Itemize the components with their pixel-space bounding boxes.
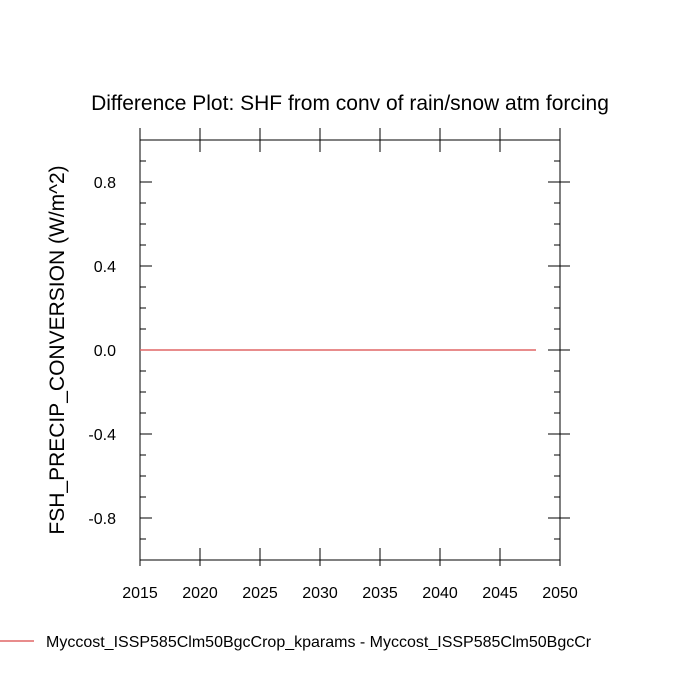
x-tick-label: 2030	[302, 585, 338, 602]
legend-label: Myccost_ISSP585Clm50BgcCrop_kparams - My…	[46, 634, 592, 651]
y-axis-label: FSH_PRECIP_CONVERSION (W/m^2)	[46, 165, 69, 534]
x-tick-label: 2045	[482, 585, 518, 602]
y-tick-label: 0.8	[94, 175, 116, 192]
axes-layer: 2015 2020 2025 2030 2035 2040 2045 2050 0.8 0.4 0.…	[88, 128, 578, 602]
x-tick-label: 2035	[362, 585, 398, 602]
x-tick-label: 2015	[122, 585, 158, 602]
x-tick-label: 2040	[422, 585, 458, 602]
y-tick-label: 0.0	[94, 343, 116, 360]
x-tick-label: 2020	[182, 585, 218, 602]
y-tick-label: -0.8	[88, 511, 116, 528]
chart-title: Difference Plot: SHF from conv of rain/s…	[91, 92, 609, 115]
x-tick-label: 2025	[242, 585, 278, 602]
legend: Myccost_ISSP585Clm50BgcCrop_kparams - My…	[0, 634, 592, 651]
x-tick-label: 2050	[542, 585, 578, 602]
y-tick-label: -0.4	[88, 427, 116, 444]
y-tick-label: 0.4	[94, 259, 116, 276]
